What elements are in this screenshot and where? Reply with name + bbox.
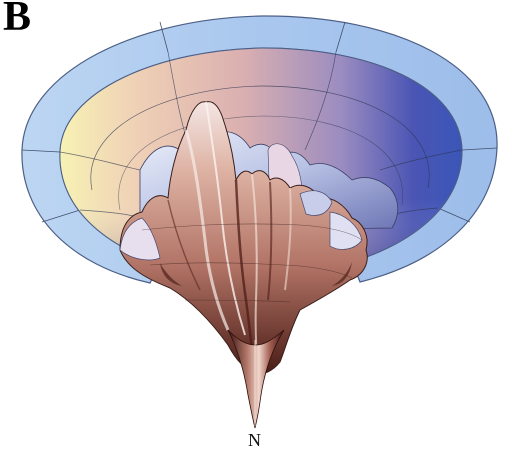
native-state-label: N <box>248 430 261 450</box>
bowl-cut-shadows <box>160 262 352 286</box>
panel-label: B <box>3 0 32 40</box>
funnel-spike <box>227 329 285 429</box>
